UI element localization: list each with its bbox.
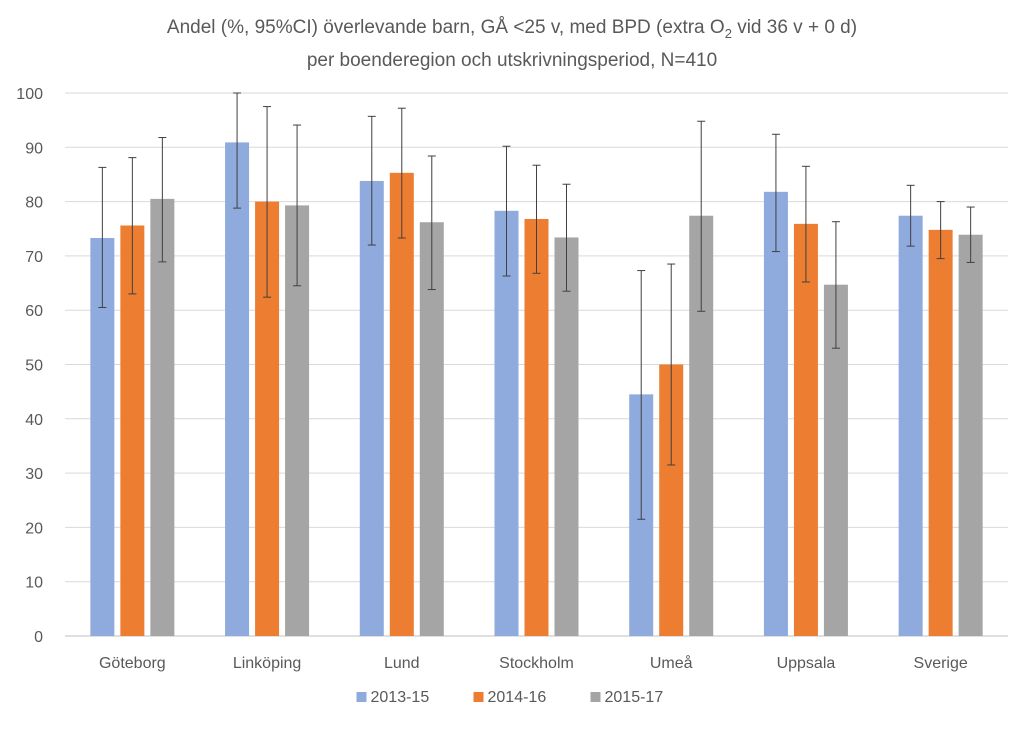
- bar: [958, 234, 983, 636]
- y-tick-label: 0: [34, 629, 43, 646]
- y-tick-label: 80: [25, 195, 43, 212]
- legend-label: 2013-15: [371, 689, 430, 706]
- bar: [225, 142, 250, 636]
- y-tick-label: 10: [25, 575, 43, 592]
- bar: [928, 229, 953, 636]
- x-tick-label: Uppsala: [777, 655, 836, 672]
- bar: [389, 172, 414, 637]
- x-tick-label: Stockholm: [499, 655, 574, 672]
- chart-title-subscript: 2: [724, 25, 732, 41]
- legend-swatch: [590, 692, 601, 702]
- y-tick-label: 70: [25, 249, 43, 266]
- bar: [524, 218, 549, 636]
- bar: [763, 191, 788, 637]
- bar: [494, 210, 519, 636]
- bar: [554, 237, 579, 637]
- y-tick-label: 30: [25, 466, 43, 483]
- bar: [255, 201, 280, 636]
- x-tick-label: Sverige: [914, 655, 968, 672]
- chart-title-line-1: Andel (%, 95%CI) överlevande barn, GÅ <2…: [0, 14, 1024, 47]
- y-tick-label: 100: [16, 86, 43, 103]
- legend-label: 2015-17: [605, 689, 664, 706]
- legend-swatch: [356, 692, 367, 702]
- bar: [359, 180, 384, 636]
- y-tick-label: 40: [25, 412, 43, 429]
- chart-title-line-1-suffix: vid 36 v + 0 d): [731, 17, 858, 38]
- bar: [150, 198, 175, 636]
- x-tick-label: Göteborg: [99, 655, 166, 672]
- x-tick-label: Umeå: [650, 654, 693, 672]
- x-tick-label: Lund: [384, 655, 420, 672]
- chart-title-line-2: per boenderegion och utskrivningsperiod,…: [306, 49, 718, 71]
- bar: [898, 215, 923, 636]
- chart-title: Andel (%, 95%CI) överlevande barn, GÅ <2…: [0, 14, 1024, 74]
- y-tick-label: 50: [25, 358, 43, 375]
- chart-title-line-1-text: Andel (%, 95%CI) överlevande barn, GÅ <2…: [166, 17, 725, 38]
- y-tick-label: 60: [25, 303, 43, 320]
- bar: [419, 222, 444, 636]
- bar: [793, 223, 818, 636]
- y-tick-label: 90: [25, 140, 43, 157]
- legend-label: 2014-16: [488, 689, 547, 706]
- x-tick-label: Linköping: [233, 655, 302, 672]
- y-tick-label: 20: [25, 520, 43, 537]
- legend-swatch: [473, 692, 484, 702]
